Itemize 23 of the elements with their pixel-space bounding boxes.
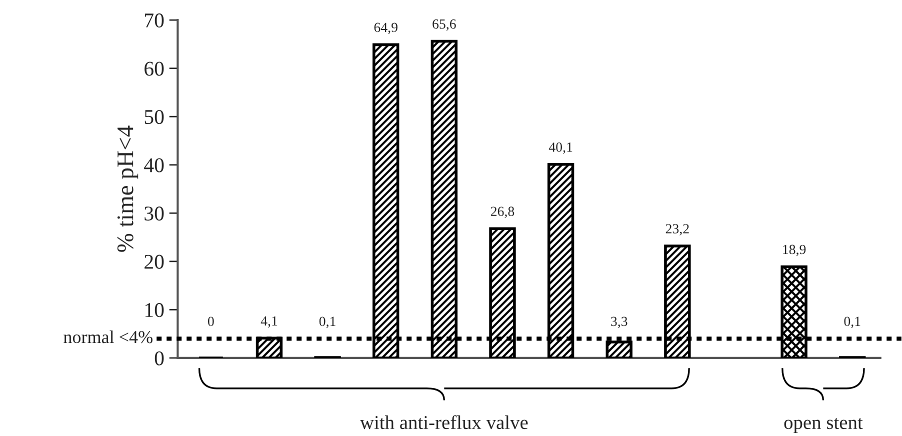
data-label: 65,6 bbox=[432, 19, 456, 31]
text: open stent bbox=[784, 418, 863, 434]
y-tick-label: 40 bbox=[144, 158, 164, 172]
ref-line-label: normal <4% bbox=[64, 330, 152, 344]
y-tick-label: 50 bbox=[144, 110, 164, 124]
data-label: 3,3 bbox=[611, 316, 628, 328]
y-axis-title: % time pH<4 bbox=[117, 126, 138, 252]
text: with anti-reflux valve bbox=[360, 415, 528, 430]
y-tick-label: 0 bbox=[154, 351, 164, 366]
y-tick-label: 30 bbox=[144, 206, 164, 221]
y-tick-label: 10 bbox=[146, 303, 164, 318]
y-tick-label: 20 bbox=[144, 254, 164, 269]
y-tick-label: 70 bbox=[145, 13, 164, 28]
data-label: 64,9 bbox=[374, 22, 398, 34]
data-label: 26,8 bbox=[490, 206, 514, 218]
data-label: 0,1 bbox=[844, 316, 860, 328]
data-label: 23,2 bbox=[666, 224, 689, 236]
data-label: 40,1 bbox=[548, 142, 572, 154]
data-label: 0,1 bbox=[319, 316, 336, 328]
y-tick-label: 60 bbox=[144, 62, 164, 76]
data-label: 18,9 bbox=[783, 244, 806, 256]
data-label: 4,1 bbox=[260, 316, 278, 328]
data-label: 0 bbox=[208, 316, 214, 326]
